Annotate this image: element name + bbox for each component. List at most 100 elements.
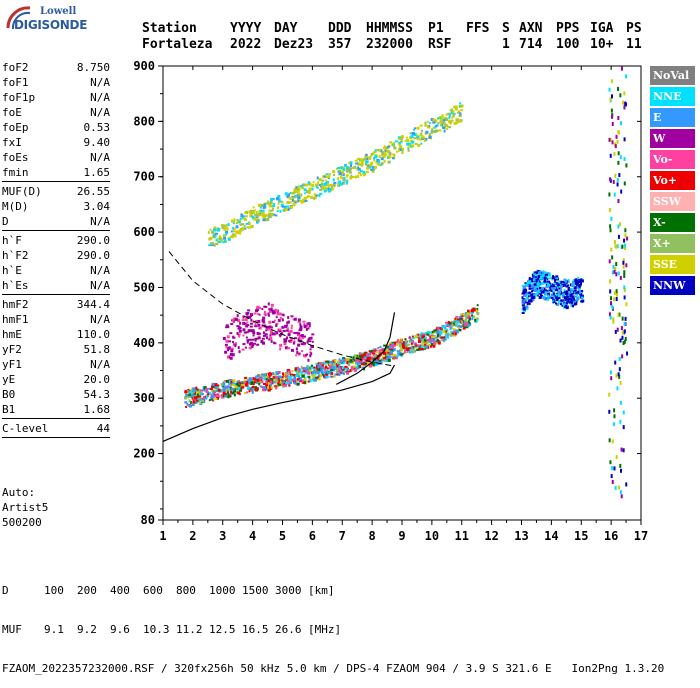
streak-point [615,297,618,302]
echo-point [420,129,423,132]
echo-point [286,379,290,383]
echo-point [194,391,197,394]
echo-point [383,359,387,362]
echo-point [328,370,332,373]
echo-point [284,346,288,350]
echo-point [525,283,529,286]
echo-point [566,295,570,298]
echo-point [211,230,215,234]
echo-point [346,175,349,178]
echo-point [455,316,459,319]
echo-point [190,394,194,398]
echo-point [537,289,541,292]
echo-point [541,271,544,274]
echo-point [564,297,567,301]
echo-point [455,317,459,320]
echo-point [409,351,413,354]
echo-point [217,388,221,392]
echo-point [357,166,360,169]
echo-point [581,289,584,292]
echo-point [443,118,447,121]
streak-point [623,295,626,300]
echo-point [460,109,464,112]
echo-point [408,144,411,148]
echo-point [343,182,346,185]
auto-program: Artist5 [2,501,49,514]
x-tick-label: 8 [369,529,376,543]
echo-point [281,313,285,316]
echo-point [544,293,547,296]
echo-point [475,309,478,313]
echo-point [358,172,361,175]
echo-point [428,125,431,129]
bottom-info: D 100 200 400 600 800 1000 1500 3000 [km] MUF 9.1 9… [2,558,664,688]
echo-point [255,380,259,383]
echo-point [400,341,404,345]
echo-point [450,323,454,327]
header-value-hhmmss: 232000 [366,37,413,52]
echo-point [224,350,228,354]
echo-point [555,289,559,292]
echo-point [261,211,265,215]
echo-point [297,337,300,341]
echo-point [333,363,337,367]
echo-point [226,326,230,329]
echo-point [525,292,529,296]
echo-point [402,341,405,345]
echo-point [232,222,235,225]
echo-point [342,362,345,365]
streak-point [615,455,618,460]
echo-point [564,304,568,308]
echo-point [432,344,436,348]
echo-point [227,349,230,352]
echo-point [387,145,391,148]
echo-point [281,380,285,384]
echo-point [344,365,348,368]
echo-point [522,290,526,294]
echo-point [351,358,354,361]
echo-point [291,198,294,202]
streak-point [608,207,611,212]
echo-point [463,321,466,324]
echo-point [394,341,397,345]
echo-point [419,134,423,137]
echo-point [573,300,577,304]
echo-point [239,217,243,220]
echo-point [259,375,262,379]
param-value: 26.55 [76,185,110,198]
echo-point [370,349,373,352]
streak-point [609,460,612,465]
echo-point [332,359,336,363]
echo-point [301,187,305,190]
echo-point [445,117,449,121]
echo-point [299,377,302,381]
echo-point [321,185,325,188]
echo-point [441,338,444,342]
echo-point [363,352,367,356]
echo-point [272,197,275,200]
echo-point [554,278,557,282]
echo-point [373,156,376,160]
echo-point [243,331,247,334]
echo-point [297,320,301,323]
echo-point [212,236,216,239]
param-value: 44 [96,422,110,435]
echo-point [226,227,229,231]
echo-point [305,183,309,187]
echo-point [243,227,247,230]
echo-point [241,216,244,219]
echo-point [299,325,303,329]
echo-point [286,321,289,325]
echo-point [373,165,377,169]
echo-point [232,335,235,339]
echo-point [535,272,538,276]
echo-point [379,361,383,365]
echo-point [449,326,452,329]
x-tick-label: 5 [279,529,286,543]
echo-point [365,153,368,156]
echo-point [457,119,460,123]
streak-point [609,97,612,102]
echo-point [524,301,527,304]
echo-point [338,372,341,376]
echo-point [257,203,261,207]
